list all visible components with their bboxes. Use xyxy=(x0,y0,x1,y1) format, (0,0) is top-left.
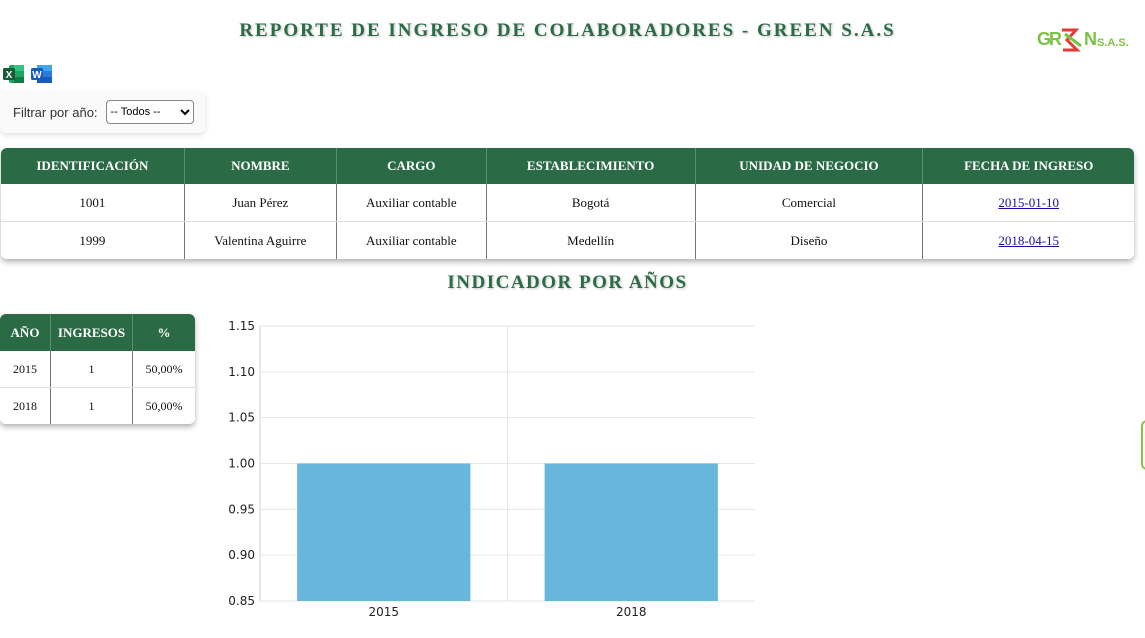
x-tick-label: 2015 xyxy=(368,605,399,619)
svg-text:N: N xyxy=(1084,29,1097,49)
y-tick-label: 0.90 xyxy=(228,548,255,562)
col-nombre: NOMBRE xyxy=(184,148,337,184)
bar-2015 xyxy=(297,463,471,601)
side-feedback-tab[interactable] xyxy=(1141,420,1145,470)
cell-establecimiento: Bogotá xyxy=(486,184,696,222)
cell-porcentaje: 50,00% xyxy=(132,351,195,388)
cell-cargo: Auxiliar contable xyxy=(336,221,487,259)
cell-establecimiento: Medellín xyxy=(486,221,696,259)
y-tick-label: 1.05 xyxy=(228,411,255,425)
page-title: REPORTE DE INGRESO DE COLABORADORES - GR… xyxy=(239,20,896,41)
y-tick-label: 0.95 xyxy=(228,502,255,516)
fecha-ingreso-link[interactable]: 2015-01-10 xyxy=(998,194,1060,210)
col-ingresos: INGRESOS xyxy=(50,314,133,351)
excel-icon[interactable]: X xyxy=(2,63,25,85)
employees-table-container: IDENTIFICACIÓN NOMBRE CARGO ESTABLECIMIE… xyxy=(1,148,1134,259)
col-fecha-ingreso: FECHA DE INGRESO xyxy=(922,148,1134,184)
table-row: 1001 Juan Pérez Auxiliar contable Bogotá… xyxy=(1,184,1134,222)
y-tick-label: 0.85 xyxy=(228,594,255,608)
export-toolbar: X W xyxy=(2,63,53,85)
year-filter-panel: Filtrar por año: -- Todos -- xyxy=(0,91,205,133)
cell-identificacion: 1999 xyxy=(1,221,185,259)
employees-header-row: IDENTIFICACIÓN NOMBRE CARGO ESTABLECIMIE… xyxy=(1,148,1134,184)
col-cargo: CARGO xyxy=(336,148,487,184)
cell-nombre: Valentina Aguirre xyxy=(184,221,337,259)
year-filter-label: Filtrar por año: xyxy=(13,104,98,120)
years-table-container: AÑO INGRESOS % 2015 1 50,00% 2018 1 50,0… xyxy=(0,314,195,424)
word-icon[interactable]: W xyxy=(30,63,53,85)
svg-text:S.A.S.: S.A.S. xyxy=(1097,37,1129,49)
bar-2018 xyxy=(544,463,718,601)
chart-svg: 0.85 0.90 0.95 1.00 1.05 1.10 1.15 2015 2018 xyxy=(228,319,755,619)
svg-text:R: R xyxy=(1049,29,1062,49)
table-row: 2018 1 50,00% xyxy=(0,387,195,424)
cell-anio: 2018 xyxy=(0,387,51,424)
year-filter-select[interactable]: -- Todos -- xyxy=(105,100,194,124)
table-row: 1999 Valentina Aguirre Auxiliar contable… xyxy=(1,221,1134,259)
col-anio: AÑO xyxy=(0,314,51,351)
indicator-title: INDICADOR POR AÑOS xyxy=(447,272,688,293)
y-tick-label: 1.10 xyxy=(228,365,255,379)
employees-table: IDENTIFICACIÓN NOMBRE CARGO ESTABLECIMIE… xyxy=(1,148,1134,259)
svg-text:W: W xyxy=(32,70,42,81)
cell-fecha-ingreso: 2018-04-15 xyxy=(922,221,1134,259)
cell-unidad-negocio: Diseño xyxy=(695,221,924,259)
years-table: AÑO INGRESOS % 2015 1 50,00% 2018 1 50,0… xyxy=(0,314,195,424)
cell-identificacion: 1001 xyxy=(1,184,185,222)
cell-anio: 2015 xyxy=(0,351,51,388)
col-porcentaje: % xyxy=(132,314,195,351)
col-establecimiento: ESTABLECIMIENTO xyxy=(486,148,696,184)
green-logo: G R N S.A.S. xyxy=(1037,24,1137,54)
cell-porcentaje: 50,00% xyxy=(132,387,195,424)
cell-unidad-negocio: Comercial xyxy=(695,184,924,222)
ingresos-bar-chart: 0.85 0.90 0.95 1.00 1.05 1.10 1.15 2015 2018 xyxy=(215,315,760,633)
x-tick-label: 2018 xyxy=(616,605,647,619)
cell-cargo: Auxiliar contable xyxy=(336,184,487,222)
y-tick-label: 1.15 xyxy=(228,319,255,333)
fecha-ingreso-link[interactable]: 2018-04-15 xyxy=(998,232,1060,248)
y-tick-label: 1.00 xyxy=(228,457,255,471)
table-row: 2015 1 50,00% xyxy=(0,351,195,388)
col-unidad-negocio: UNIDAD DE NEGOCIO xyxy=(695,148,924,184)
cell-ingresos: 1 xyxy=(50,351,133,388)
svg-text:G: G xyxy=(1037,29,1051,49)
col-identificacion: IDENTIFICACIÓN xyxy=(1,148,185,184)
svg-text:X: X xyxy=(6,70,13,81)
cell-ingresos: 1 xyxy=(50,387,133,424)
years-header-row: AÑO INGRESOS % xyxy=(0,314,195,351)
cell-fecha-ingreso: 2015-01-10 xyxy=(922,184,1134,222)
cell-nombre: Juan Pérez xyxy=(184,184,337,222)
